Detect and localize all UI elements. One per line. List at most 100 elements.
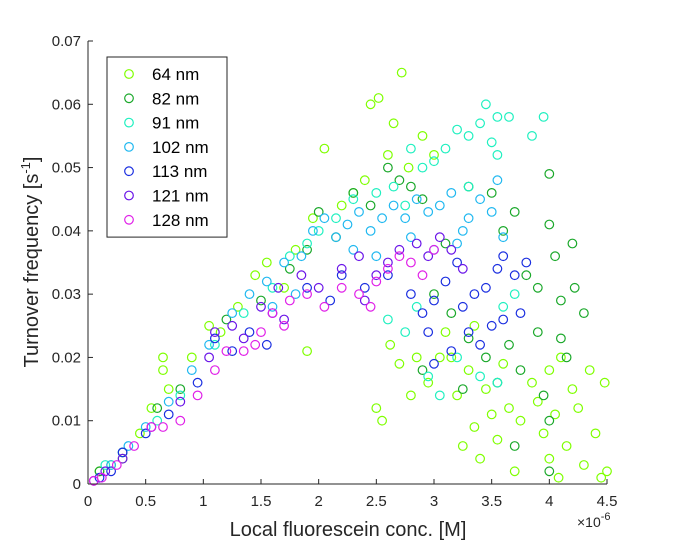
legend-box (106, 56, 228, 238)
data-point (359, 175, 370, 186)
data-point (521, 257, 532, 268)
data-point (371, 270, 382, 281)
legend-item: 82 nm (124, 89, 199, 108)
data-point (538, 428, 549, 439)
series-91-nm (100, 99, 549, 470)
data-point (492, 434, 503, 445)
data-point (573, 403, 584, 414)
data-point (365, 99, 376, 110)
data-point (256, 301, 266, 312)
data-point (521, 270, 532, 281)
data-point (475, 371, 486, 382)
data-point (596, 472, 607, 483)
data-point (279, 314, 290, 325)
data-point (383, 149, 393, 160)
data-point (417, 308, 428, 319)
series-121-nm (88, 232, 468, 486)
legend-item: 121 nm (124, 187, 209, 206)
data-point (267, 301, 278, 312)
data-point (232, 301, 243, 312)
data-point (429, 149, 439, 160)
data-point (417, 365, 428, 376)
data-point (204, 339, 215, 350)
y-tick-label: 0 (73, 476, 81, 493)
data-point (250, 270, 261, 281)
data-point (383, 263, 393, 274)
data-point (204, 320, 215, 331)
data-point (96, 472, 107, 483)
data-point (509, 270, 520, 281)
data-point (486, 409, 497, 420)
data-point (417, 270, 428, 281)
data-point (498, 314, 509, 325)
data-point (302, 244, 313, 255)
data-point (175, 384, 186, 395)
data-point (273, 282, 284, 293)
data-point (544, 466, 555, 477)
data-point (348, 194, 359, 205)
data-point (463, 181, 474, 192)
data-point (434, 200, 445, 211)
data-point (556, 333, 566, 344)
data-point (319, 301, 330, 312)
data-point (331, 232, 341, 243)
data-point (406, 289, 416, 300)
data-point (261, 339, 272, 350)
data-point (504, 339, 514, 350)
data-point (509, 289, 520, 300)
data-point (140, 422, 151, 432)
data-point (463, 130, 474, 141)
y-label-main: Turnover frequency [s (21, 174, 43, 368)
data-point (175, 396, 186, 407)
y-tick-label: 0.01 (52, 413, 81, 430)
legend-item: 113 nm (124, 162, 207, 181)
data-point (544, 453, 555, 464)
data-point (411, 238, 422, 249)
x-tick-label: 3.5 (481, 493, 502, 510)
data-point (111, 460, 122, 470)
data-point (186, 352, 197, 363)
data-point (417, 130, 428, 141)
data-point (256, 295, 266, 306)
data-point (550, 251, 560, 262)
data-point (463, 213, 474, 224)
data-point (348, 187, 359, 198)
data-point (175, 415, 186, 426)
data-point (584, 365, 595, 376)
data-point (434, 352, 445, 363)
data-point (492, 263, 503, 274)
data-point (486, 187, 497, 198)
data-point (221, 314, 232, 325)
data-point (209, 365, 220, 376)
data-point (544, 219, 555, 230)
data-point (406, 181, 416, 192)
data-point (527, 377, 537, 388)
y-tick-label: 0.03 (52, 286, 81, 303)
data-point (400, 213, 411, 224)
data-point (602, 466, 612, 477)
data-point (394, 244, 405, 255)
data-point (383, 162, 393, 173)
legend-marker-icon (124, 117, 134, 128)
data-point (371, 403, 382, 414)
x-tick-label: 1.5 (251, 493, 272, 510)
data-point (261, 257, 272, 268)
data-point (192, 390, 203, 401)
data-point (417, 194, 428, 205)
data-point (475, 453, 486, 464)
data-point (429, 358, 439, 369)
legend-label: 64 nm (152, 65, 199, 84)
x-tick-label: 2 (314, 493, 322, 510)
data-point (313, 282, 324, 293)
data-point (400, 200, 411, 211)
x-tick-label: 4.5 (597, 493, 618, 510)
legend-marker-icon (124, 93, 134, 104)
data-point (354, 289, 364, 300)
data-point (244, 289, 255, 300)
legend-item: 128 nm (124, 211, 209, 230)
data-point (388, 118, 399, 129)
data-point (336, 263, 347, 274)
legend-item: 91 nm (124, 114, 199, 133)
data-point (377, 213, 388, 224)
data-point (486, 320, 497, 331)
